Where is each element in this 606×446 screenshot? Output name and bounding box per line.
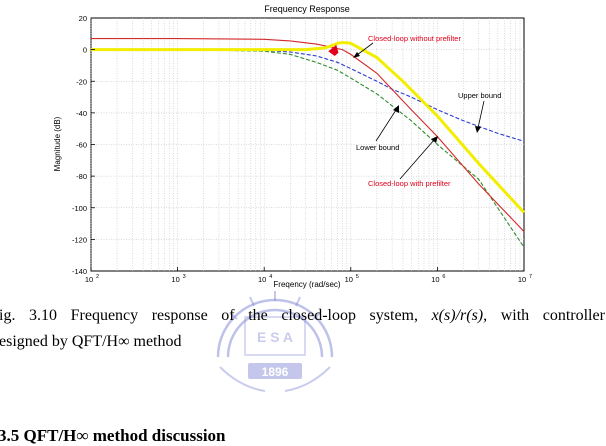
caption-word: Frequency bbox=[70, 307, 139, 324]
caption-word: system, bbox=[369, 307, 418, 324]
arrow-lower-bound bbox=[375, 109, 397, 142]
caption-word: with bbox=[500, 307, 530, 324]
annotation-without-prefilter: Closed-loop without prefilter bbox=[368, 34, 461, 43]
arrow-with-prefilter bbox=[399, 139, 435, 180]
x-tick-label: 10 bbox=[345, 275, 353, 284]
x-tick-exponent: 6 bbox=[442, 274, 445, 280]
y-tick-label: 20 bbox=[79, 14, 87, 23]
caption-word: x(s)/r(s), bbox=[431, 307, 488, 324]
caption-word: the bbox=[248, 307, 268, 324]
arrowhead-lower-bound bbox=[393, 105, 399, 113]
series-line-2 bbox=[91, 38, 525, 232]
university-seal-watermark: E S A 1896 bbox=[216, 291, 334, 392]
x-tick-exponent: 3 bbox=[183, 274, 186, 280]
x-tick-exponent: 2 bbox=[96, 274, 99, 280]
x-tick-exponent: 5 bbox=[356, 274, 359, 280]
x-tick-label: 10 bbox=[258, 275, 266, 284]
arrowhead-upper-bound bbox=[475, 126, 481, 133]
resonance-peak bbox=[328, 44, 339, 56]
caption-word: of bbox=[221, 307, 235, 324]
caption-line-1: ig. 3.10 Frequency response of the closed-loop… bbox=[0, 303, 605, 329]
seal-text: E S A bbox=[257, 329, 293, 345]
y-tick-label: -80 bbox=[76, 172, 87, 181]
x-tick-label: 10 bbox=[431, 275, 439, 284]
caption-line-2: esigned by QFT/H∞ method bbox=[0, 333, 182, 350]
x-tick-exponent: 7 bbox=[529, 274, 532, 280]
x-axis-label: Freqency (rad/sec) bbox=[273, 280, 340, 289]
y-tick-label: -120 bbox=[72, 235, 87, 244]
y-tick-label: -20 bbox=[76, 77, 87, 86]
seal-year: 1896 bbox=[262, 365, 289, 379]
caption-word: 3.10 bbox=[29, 307, 58, 324]
arrow-without-prefilter bbox=[356, 42, 374, 56]
series-layer bbox=[91, 38, 526, 248]
arrow-upper-bound bbox=[477, 100, 485, 129]
y-tick-label: -100 bbox=[72, 204, 87, 213]
caption-word: closed-loop bbox=[281, 307, 356, 324]
x-tick-label: 10 bbox=[171, 275, 179, 284]
caption-word: response bbox=[151, 307, 208, 324]
y-tick-label: 0 bbox=[83, 46, 87, 55]
annotation-with-prefilter: Closed-loop with prefilter bbox=[368, 179, 451, 188]
annotation-upper-bound: Upper bound bbox=[458, 91, 501, 100]
arrowhead-without-prefilter bbox=[353, 52, 360, 58]
y-axis-label: Magnitude (dB) bbox=[53, 116, 62, 171]
x-tick-label: 10 bbox=[518, 275, 526, 284]
x-tick-exponent: 4 bbox=[269, 274, 272, 280]
section-heading: 3.5 QFT/H∞ method discussion bbox=[0, 426, 226, 445]
caption-word: controller bbox=[542, 307, 605, 324]
series-line-3 bbox=[91, 40, 526, 214]
y-tick-label: -60 bbox=[76, 141, 87, 150]
annotation-lower-bound: Lower bound bbox=[356, 143, 399, 152]
chart-title: Frequency Response bbox=[264, 4, 350, 14]
x-tick-label: 10 bbox=[85, 275, 93, 284]
caption-word: ig. bbox=[0, 307, 16, 324]
y-tick-label: -40 bbox=[76, 109, 87, 118]
annotations: Closed-loop without prefilter Upper boun… bbox=[353, 34, 501, 188]
grid bbox=[90, 18, 524, 271]
y-tick-label: -140 bbox=[72, 267, 87, 276]
arrowhead-with-prefilter bbox=[431, 136, 438, 143]
